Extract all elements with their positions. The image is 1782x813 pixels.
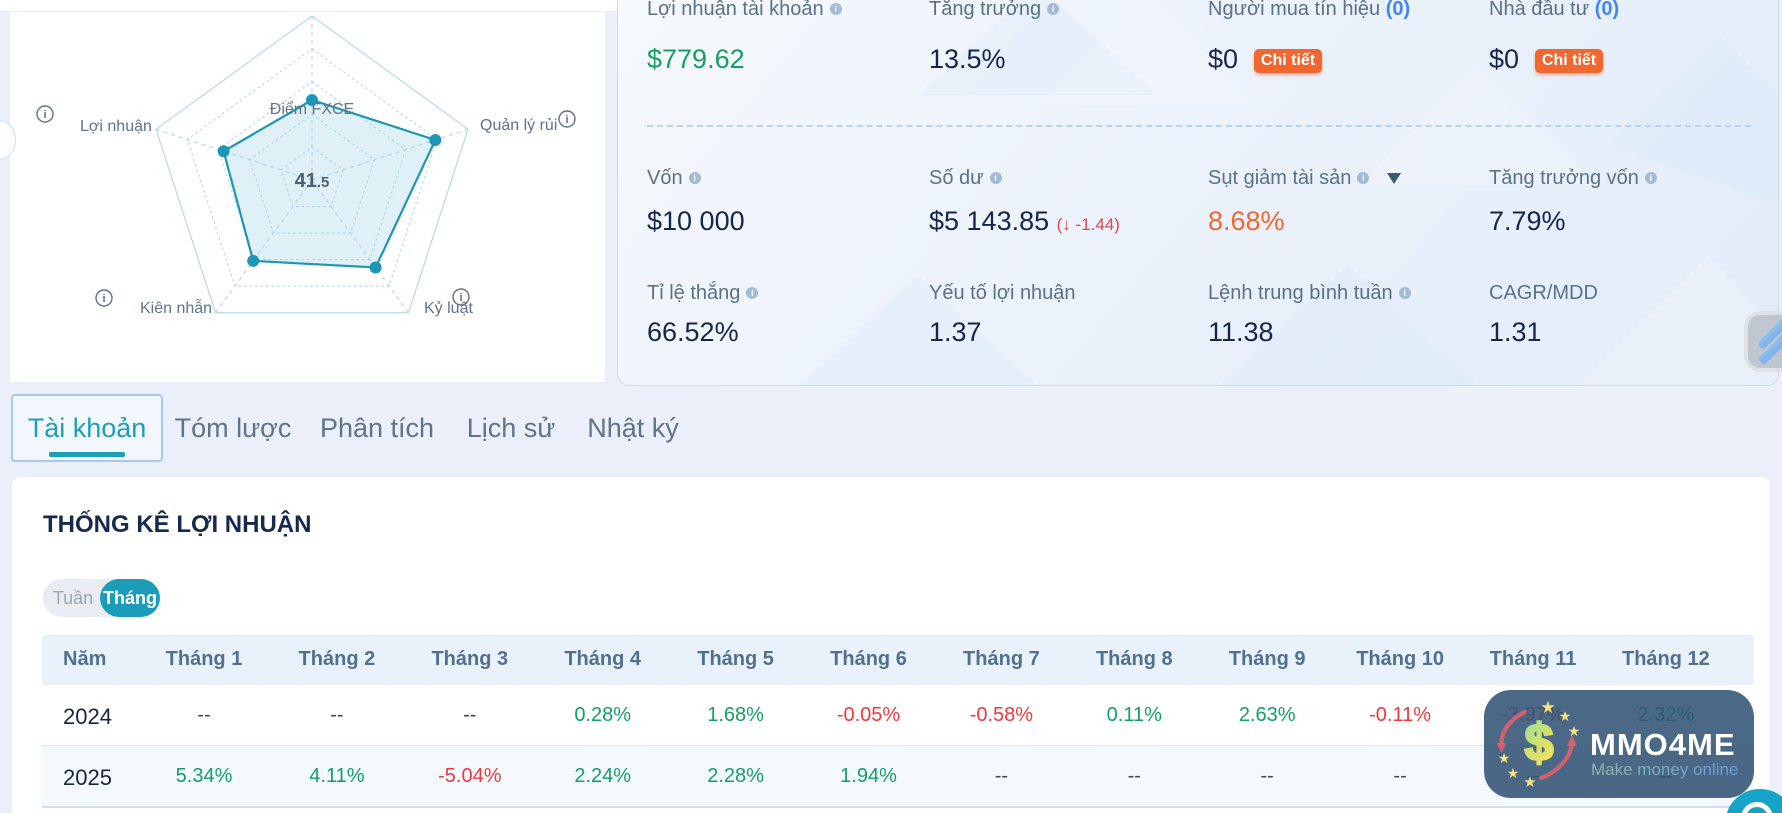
svg-text:★: ★ — [1507, 765, 1520, 781]
svg-text:★: ★ — [1523, 774, 1536, 791]
svg-text:i: i — [102, 293, 105, 305]
svg-text:i: i — [565, 114, 568, 126]
svg-text:★: ★ — [1540, 698, 1555, 717]
svg-text:$: $ — [1525, 714, 1554, 772]
svg-text:★: ★ — [1568, 723, 1581, 739]
svg-text:★: ★ — [1559, 708, 1572, 724]
svg-text:i: i — [459, 292, 462, 304]
svg-text:i: i — [43, 109, 46, 121]
svg-text:★: ★ — [1498, 750, 1511, 766]
